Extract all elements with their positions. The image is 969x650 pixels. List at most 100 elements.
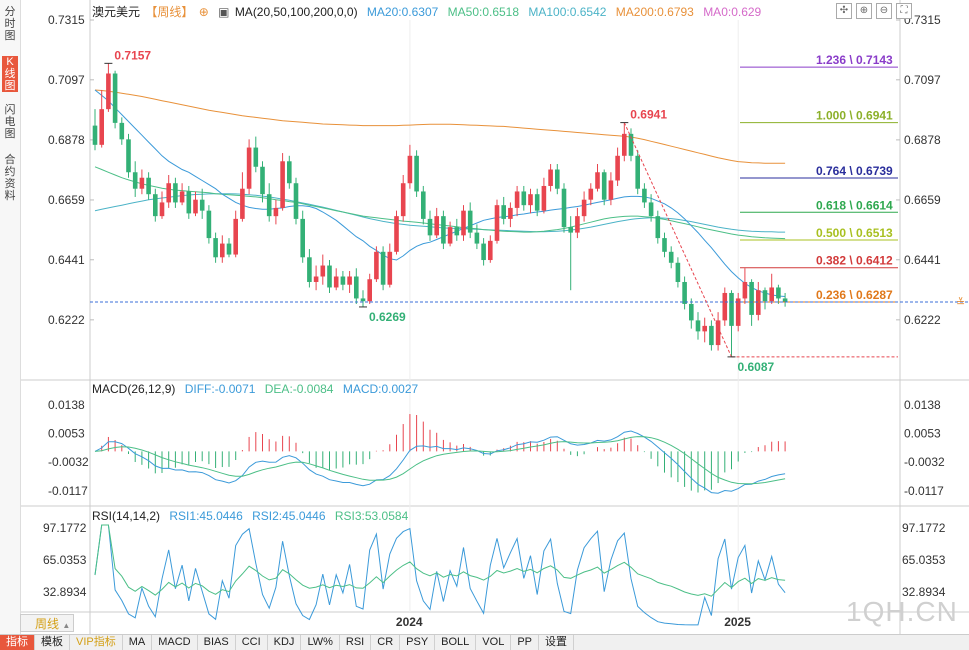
tab-flash-chart[interactable]: 闪电图 bbox=[4, 104, 16, 140]
candle-body bbox=[380, 251, 386, 285]
indicator-tab-13[interactable]: VOL bbox=[476, 635, 512, 650]
fullscreen-icon[interactable]: ⛶ bbox=[896, 3, 912, 19]
indicator-tab-3[interactable]: MA bbox=[123, 635, 153, 650]
candle-body bbox=[186, 191, 192, 214]
price-header: 澳元美元 【周线】 ⊕ ▣ MA(20,50,100,200,0,0) MA20… bbox=[92, 3, 767, 20]
indicator-tab-12[interactable]: BOLL bbox=[435, 635, 477, 650]
zoom-in-icon[interactable]: ⊕ bbox=[856, 3, 872, 19]
zoom-out-icon[interactable]: ⊖ bbox=[876, 3, 892, 19]
dropdown-arrow-icon: ▲ bbox=[62, 621, 71, 630]
rsi3-line bbox=[94, 524, 786, 597]
ma20-value: MA20:0.6307 bbox=[366, 5, 439, 19]
candle-body bbox=[434, 216, 439, 236]
period-label: 周线 bbox=[35, 617, 60, 631]
price-tick-left: 0.6659 bbox=[48, 193, 85, 207]
indicator-tab-9[interactable]: RSI bbox=[340, 635, 372, 650]
indicator-tab-10[interactable]: CR bbox=[371, 635, 401, 650]
candle-body bbox=[427, 218, 433, 236]
fib-label-0.500: 0.500 \ 0.6513 bbox=[816, 226, 893, 240]
candle-body bbox=[488, 240, 493, 261]
indicator-tab-14[interactable]: PP bbox=[511, 635, 539, 650]
candle-body bbox=[340, 276, 346, 285]
price-tick-left: 0.6441 bbox=[48, 253, 85, 267]
macd-tick-right: 0.0053 bbox=[904, 426, 941, 440]
candle-body bbox=[280, 161, 285, 208]
ma50-value: MA50:0.6518 bbox=[447, 5, 520, 19]
macd-diff-line bbox=[94, 430, 786, 494]
candle-body bbox=[514, 191, 520, 208]
indicator-tab-5[interactable]: BIAS bbox=[198, 635, 236, 650]
indicator-tab-2[interactable]: VIP指标 bbox=[70, 635, 123, 650]
rsi-title: RSI(14,14,2) bbox=[92, 509, 161, 523]
candle-body bbox=[709, 325, 714, 346]
candle-body bbox=[146, 177, 151, 195]
indicator-tab-4[interactable]: MACD bbox=[152, 635, 198, 650]
period-selector[interactable]: 周线 ▲ bbox=[20, 614, 74, 632]
macd-tick-left: 0.0053 bbox=[48, 426, 85, 440]
candle-body bbox=[642, 188, 647, 203]
indicator-tab-11[interactable]: PSY bbox=[400, 635, 436, 650]
candle-body bbox=[749, 281, 754, 315]
tab-k-chart[interactable]: K线图 bbox=[2, 56, 18, 92]
candle-body bbox=[400, 183, 406, 217]
tab-contract-info[interactable]: 合约资料 bbox=[4, 154, 16, 202]
crosshair-icon[interactable]: ✣ bbox=[836, 3, 852, 19]
candle-body bbox=[715, 320, 721, 346]
date-label: 2024 bbox=[396, 615, 423, 629]
candle-body bbox=[260, 166, 265, 195]
chart-canvas: 0.7315 0.7315 0.7097 0.7097 0.6878 0.6878 0.66… bbox=[20, 0, 969, 634]
fib-label-0.382: 0.382 \ 0.6412 bbox=[816, 254, 893, 268]
macd-tick-left: -0.0032 bbox=[48, 455, 89, 469]
price-tick-left: 0.7097 bbox=[48, 73, 85, 87]
candle-body bbox=[374, 251, 379, 280]
candle-body bbox=[414, 155, 419, 192]
indicator-tab-15[interactable]: 设置 bbox=[539, 635, 574, 650]
candle-body bbox=[387, 251, 393, 285]
tab-time-chart[interactable]: 分时图 bbox=[4, 6, 16, 42]
ma20-line bbox=[94, 89, 786, 297]
candle-body bbox=[668, 251, 674, 263]
candle-body bbox=[702, 325, 707, 332]
candle-body bbox=[153, 194, 158, 217]
rsi-tick-left: 97.1772 bbox=[43, 521, 87, 535]
ma200-line bbox=[94, 89, 786, 164]
indicator-tab-1[interactable]: 模板 bbox=[35, 635, 70, 650]
candle-body bbox=[581, 199, 587, 217]
candle-body bbox=[106, 73, 111, 110]
price-tick-left: 0.7315 bbox=[48, 13, 85, 27]
macd-tick-right: -0.0032 bbox=[904, 455, 945, 469]
candle-body bbox=[92, 125, 98, 145]
price-tick-left: 0.6878 bbox=[48, 133, 85, 147]
candle-body bbox=[655, 216, 661, 239]
extreme-label: 0.6087 bbox=[738, 360, 775, 374]
settings-gear-icon[interactable]: ⊕ bbox=[198, 5, 209, 19]
indicator-tab-8[interactable]: LW% bbox=[301, 635, 340, 650]
candle-body bbox=[139, 177, 145, 189]
candle-body bbox=[333, 276, 339, 288]
candle-body bbox=[273, 207, 279, 217]
indicator-tab-6[interactable]: CCI bbox=[236, 635, 268, 650]
indicator-tab-7[interactable]: KDJ bbox=[268, 635, 302, 650]
candle-body bbox=[682, 281, 687, 304]
symbol-name: 澳元美元 bbox=[92, 5, 141, 19]
candle-body bbox=[722, 292, 728, 321]
candle-body bbox=[447, 227, 453, 244]
price-tick-left: 0.6222 bbox=[48, 313, 85, 327]
candle-body bbox=[689, 303, 694, 321]
current-price-marker: ≚ bbox=[956, 297, 965, 309]
indicator-tab-0[interactable]: 指标 bbox=[0, 635, 35, 650]
period-tag[interactable]: 【周线】 bbox=[145, 5, 194, 19]
macd-dea-line bbox=[94, 436, 786, 485]
indicator-edit-icon[interactable]: ▣ bbox=[218, 5, 230, 19]
candle-body bbox=[555, 169, 560, 189]
rsi-tick-left: 65.0353 bbox=[43, 553, 87, 567]
rsi-tick-right: 97.1772 bbox=[902, 521, 946, 535]
candle-body bbox=[742, 281, 748, 299]
candle-body bbox=[595, 172, 600, 189]
candle-body bbox=[99, 109, 104, 145]
candle-body bbox=[179, 191, 185, 203]
rsi3-value: RSI3:53.0584 bbox=[334, 509, 409, 523]
candle-body bbox=[253, 147, 259, 167]
candle-body bbox=[735, 298, 741, 326]
rsi1-value: RSI1:45.0446 bbox=[169, 509, 243, 523]
